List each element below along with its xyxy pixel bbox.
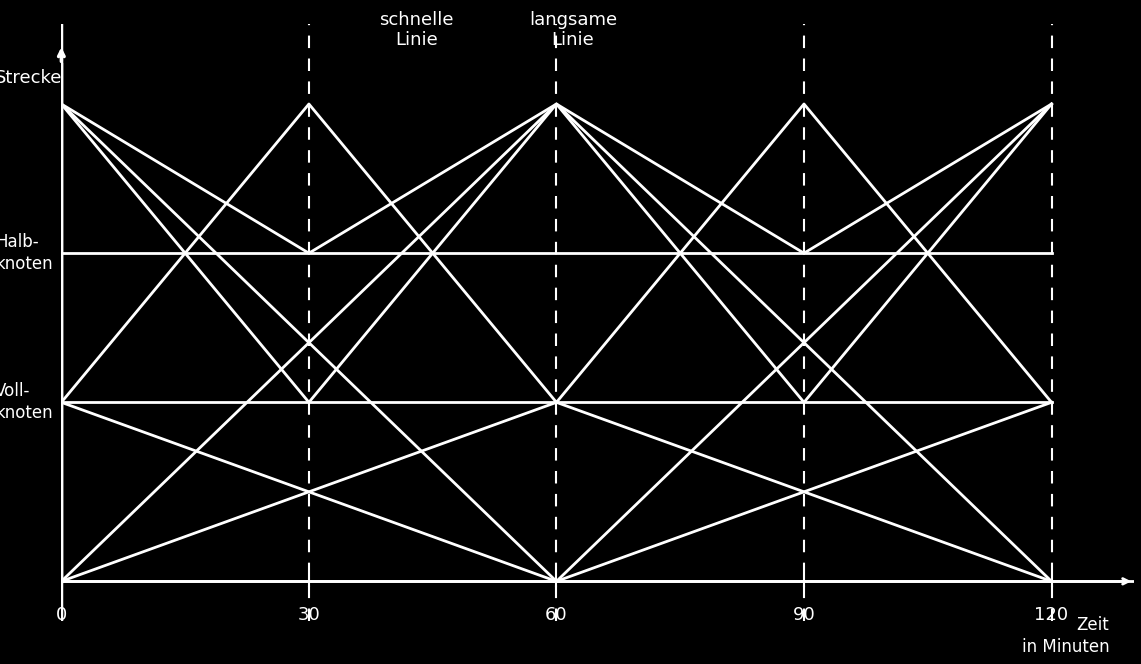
Text: 30: 30 — [298, 606, 321, 624]
Text: langsame
Linie: langsame Linie — [529, 11, 617, 49]
Text: Zeit
in Minuten: Zeit in Minuten — [1021, 616, 1109, 656]
Text: 0: 0 — [56, 606, 67, 624]
Text: schnelle
Linie: schnelle Linie — [379, 11, 453, 49]
Text: Strecke: Strecke — [0, 69, 63, 87]
Text: 120: 120 — [1035, 606, 1069, 624]
Text: 60: 60 — [545, 606, 568, 624]
Text: Halb-
knoten: Halb- knoten — [0, 233, 52, 274]
Text: 90: 90 — [793, 606, 816, 624]
Text: Voll-
knoten: Voll- knoten — [0, 382, 52, 422]
